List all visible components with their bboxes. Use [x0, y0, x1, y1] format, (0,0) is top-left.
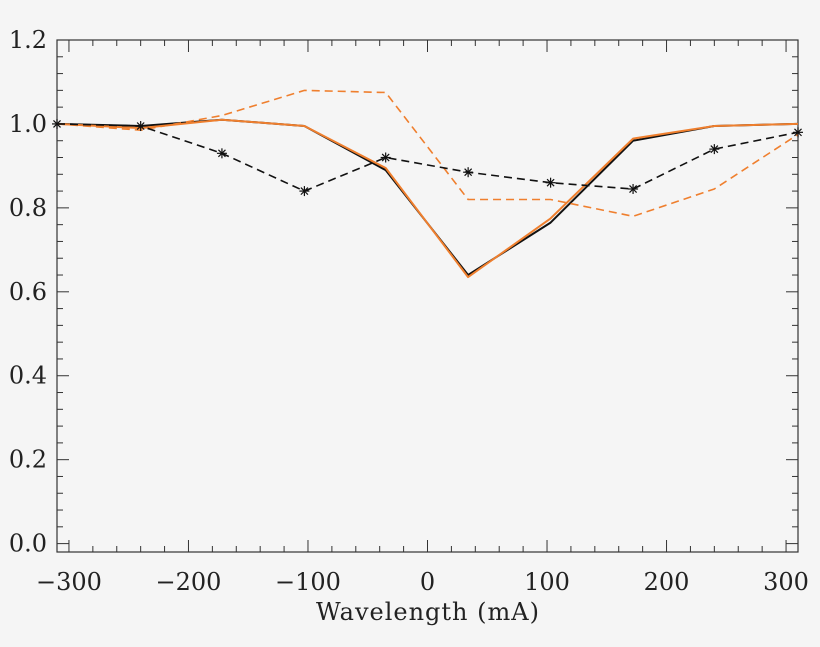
x-tick-label: 300 — [763, 568, 809, 596]
x-tick-label: 100 — [524, 568, 570, 596]
x-tick-label: 0 — [420, 568, 435, 596]
series-line-3 — [56, 89, 799, 218]
asterisk-marker — [628, 183, 639, 194]
plot-area — [56, 39, 799, 553]
x-tick-label: 200 — [644, 568, 690, 596]
series-line-2 — [56, 118, 799, 279]
series-line-4 — [56, 123, 799, 192]
y-tick-label: 0.2 — [9, 446, 47, 474]
series-layer — [52, 89, 803, 279]
y-tick-label: 0.6 — [9, 278, 47, 306]
series-line-1 — [56, 118, 799, 276]
asterisk-marker — [135, 121, 146, 132]
asterisk-marker — [463, 167, 474, 178]
x-axis-title: Wavelength (mA) — [316, 598, 540, 626]
x-tick-label: −200 — [156, 568, 222, 596]
y-tick-label: 1.0 — [9, 110, 47, 138]
y-tick-label: 0.0 — [9, 530, 47, 558]
asterisk-marker — [793, 127, 803, 138]
asterisk-marker — [52, 118, 62, 129]
asterisk-marker — [709, 144, 720, 155]
asterisk-marker — [380, 152, 391, 163]
y-tick-label: 0.4 — [9, 362, 47, 390]
y-tick-label: 1.2 — [9, 26, 47, 54]
asterisk-marker — [545, 177, 556, 188]
y-tick-label: 0.8 — [9, 194, 47, 222]
ticks-layer: −300 −200 −100 0 100 200 300 0.0 0.2 0.4 0.6 0.8 1.0… — [9, 26, 809, 596]
x-tick-label: −300 — [36, 568, 102, 596]
x-tick-label: −100 — [275, 568, 341, 596]
asterisk-marker — [216, 148, 227, 159]
asterisk-marker — [299, 186, 310, 197]
